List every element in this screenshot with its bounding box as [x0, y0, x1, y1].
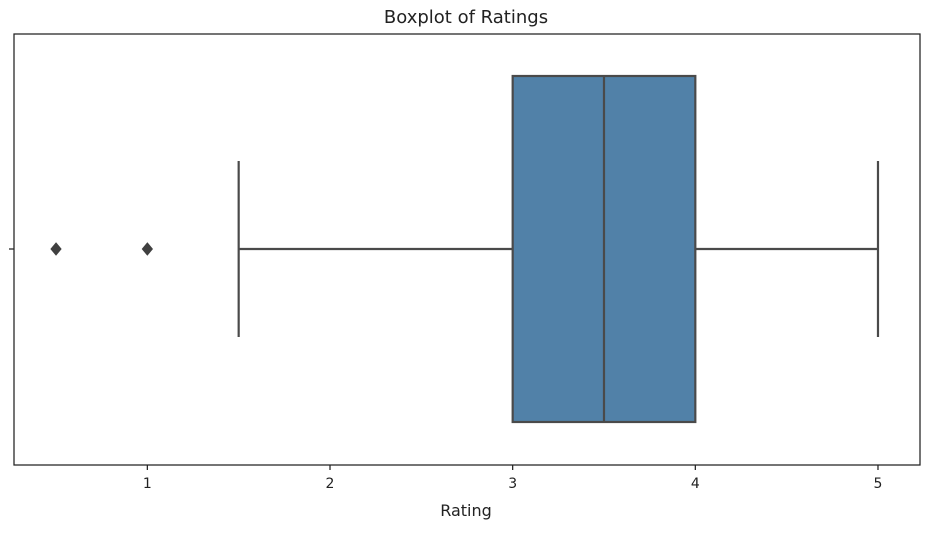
x-tick-label: 2 [326, 476, 335, 492]
x-axis-label: Rating [440, 501, 492, 520]
plot-area [50, 74, 880, 424]
x-tick-label: 1 [143, 476, 152, 492]
outlier-point [50, 242, 62, 256]
x-tick-label: 4 [691, 476, 700, 492]
x-axis: 1 2 3 4 5 [143, 465, 883, 492]
x-tick-label: 3 [508, 476, 517, 492]
x-tick-label: 5 [874, 476, 883, 492]
chart-title: Boxplot of Ratings [384, 7, 548, 28]
outlier-point [141, 242, 153, 256]
